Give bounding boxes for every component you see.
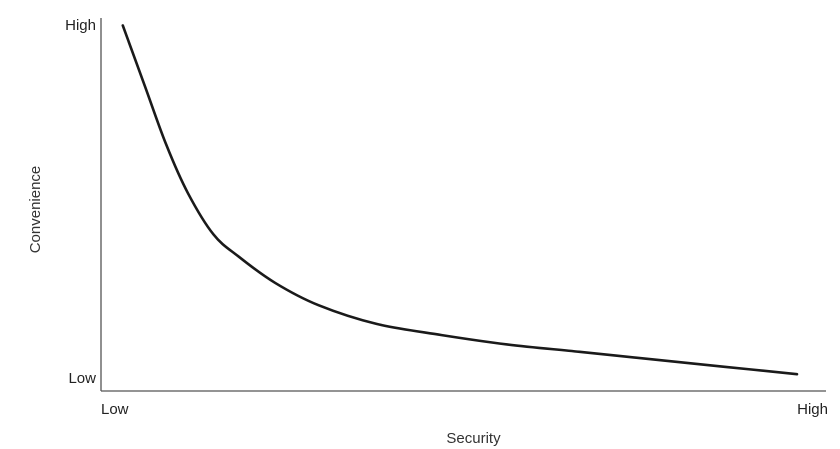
series-line <box>121 24 799 376</box>
y-tick-high: High <box>65 17 96 34</box>
x-axis-label: Security <box>446 430 501 447</box>
x-tick-high: High <box>797 401 828 418</box>
x-tick-low: Low <box>101 401 129 418</box>
y-tick-low: Low <box>68 370 96 387</box>
y-axis-label: Convenience <box>27 166 44 254</box>
